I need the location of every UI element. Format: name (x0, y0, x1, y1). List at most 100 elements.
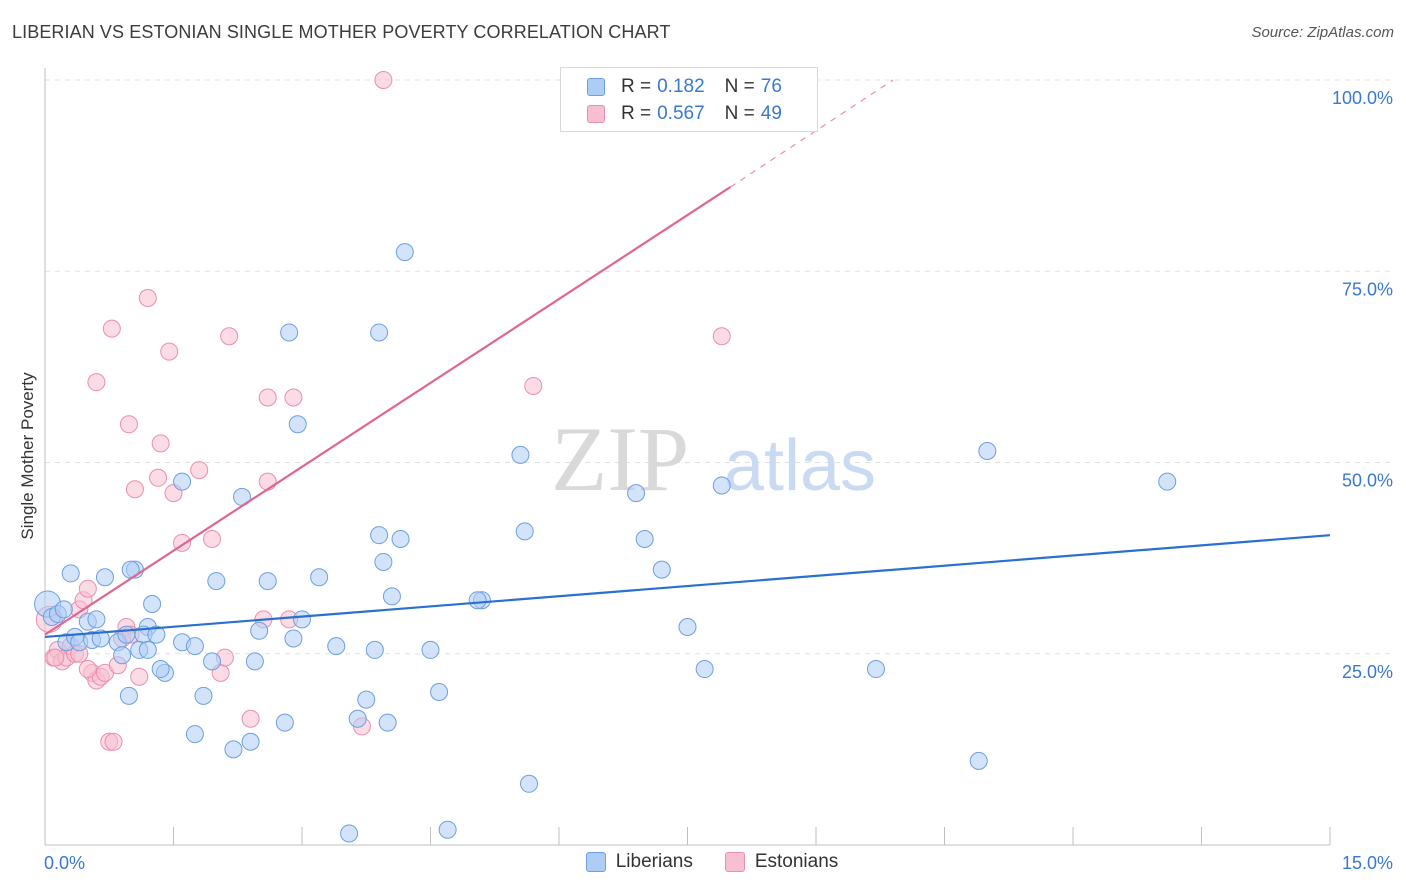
estonians-legend-label: Estonians (754, 851, 839, 872)
estonians-point (284, 388, 303, 407)
estonians-point (220, 327, 239, 346)
liberians-point (520, 774, 539, 793)
estonians-point (258, 472, 277, 491)
estonians-point (78, 660, 97, 679)
estonians-point (712, 327, 731, 346)
liberians-point (382, 587, 401, 606)
r-label: R = (621, 76, 652, 97)
liberians-point (87, 610, 106, 629)
liberians-point (395, 243, 414, 262)
n-label: N = (724, 103, 755, 124)
liberians-point (511, 445, 530, 464)
liberians-point (119, 686, 138, 705)
liberians-point (185, 637, 204, 656)
estonians-trendline (44, 186, 731, 636)
tick-labels: 25.0% 50.0% 75.0% 100.0% 0.0% 15.0% (44, 88, 1393, 873)
axes (44, 68, 1331, 846)
watermark-atlas: atlas (724, 426, 876, 506)
liberians-point (695, 660, 714, 679)
liberians-legend-swatch (585, 852, 606, 872)
liberians-point (54, 600, 73, 619)
y-tick-label: 100.0% (1332, 88, 1393, 108)
liberians-point (468, 591, 487, 610)
liberians-point (113, 646, 132, 665)
liberians-point (151, 660, 170, 679)
r-value: 0.182 (657, 76, 705, 97)
liberians-point (348, 709, 367, 728)
estonians-point (46, 648, 65, 667)
liberians-point (95, 568, 114, 587)
legend-item-estonians[interactable]: Estonians (724, 851, 839, 873)
liberians-point (438, 820, 457, 839)
liberians-point (224, 740, 243, 759)
liberians-point (250, 621, 269, 640)
y-tick-label: 50.0% (1342, 471, 1393, 491)
legend-row-liberians: R = 0.182 N = 76 (587, 74, 782, 100)
estonians-trendline-extension (730, 79, 894, 188)
liberians-point (138, 640, 157, 659)
n-value: 49 (760, 103, 782, 124)
estonians-point (87, 373, 106, 392)
liberians-point (91, 629, 110, 648)
estonians-point (119, 415, 138, 434)
estonians-point (203, 530, 222, 548)
liberians-point (173, 472, 192, 491)
liberians-point (391, 530, 410, 548)
estonians-swatch (587, 105, 605, 123)
liberians-point (421, 640, 440, 659)
y-tick-label: 25.0% (1342, 662, 1393, 682)
legend-item-liberians[interactable]: Liberians (585, 851, 693, 873)
r-value: 0.567 (657, 103, 705, 124)
liberians-swatch (587, 78, 605, 96)
liberians-point (293, 610, 311, 629)
liberians-point (245, 652, 264, 671)
series-legend: Liberians Estonians (0, 851, 1406, 873)
liberians-point (258, 572, 277, 591)
liberians-point (515, 522, 534, 541)
liberians-point (194, 686, 213, 705)
estonians-point (78, 579, 97, 598)
y-tick-label: 75.0% (1342, 279, 1393, 299)
estonians-point (102, 319, 121, 338)
liberians-point (1158, 472, 1177, 491)
liberians-point (275, 713, 294, 732)
grid-lines (45, 79, 1395, 655)
liberians-point (185, 725, 204, 744)
estonians-point (374, 71, 393, 89)
n-label: N = (724, 76, 755, 97)
watermark-zip: ZIP (551, 408, 689, 510)
estonians-point (138, 289, 157, 308)
estonians-point (190, 461, 209, 480)
liberians-point (374, 552, 393, 571)
correlation-legend: R = 0.182 N = 76 R = 0.567 N = 49 (560, 67, 818, 132)
estonians-point (125, 480, 144, 499)
x-tick-label: 0.0% (44, 853, 85, 873)
liberians-trendline (44, 534, 1331, 639)
liberians-point (627, 484, 646, 503)
liberians-point (978, 442, 997, 461)
liberians-point (284, 629, 303, 648)
liberians-point (327, 637, 346, 656)
source-label: Source: ZipAtlas.com (1251, 24, 1394, 41)
estonians-point (524, 377, 543, 395)
legend-row-estonians: R = 0.567 N = 49 (587, 101, 782, 127)
liberians-point (652, 560, 671, 579)
liberians-point (203, 652, 222, 671)
liberians-point (340, 824, 359, 843)
liberians-point (430, 683, 449, 701)
x-tick-label: 15.0% (1342, 853, 1393, 873)
liberians-points (34, 243, 1177, 843)
liberians-point (357, 690, 376, 709)
liberians-point (370, 323, 389, 342)
estonians-legend-swatch (724, 852, 745, 872)
liberians-point (678, 617, 697, 636)
liberians-legend-label: Liberians (615, 851, 693, 872)
liberians-point (241, 732, 260, 751)
liberians-point (969, 751, 988, 770)
estonians-point (151, 434, 170, 453)
liberians-point (147, 625, 166, 644)
liberians-point (61, 564, 80, 583)
liberians-point (635, 530, 654, 548)
liberians-point (310, 568, 329, 587)
